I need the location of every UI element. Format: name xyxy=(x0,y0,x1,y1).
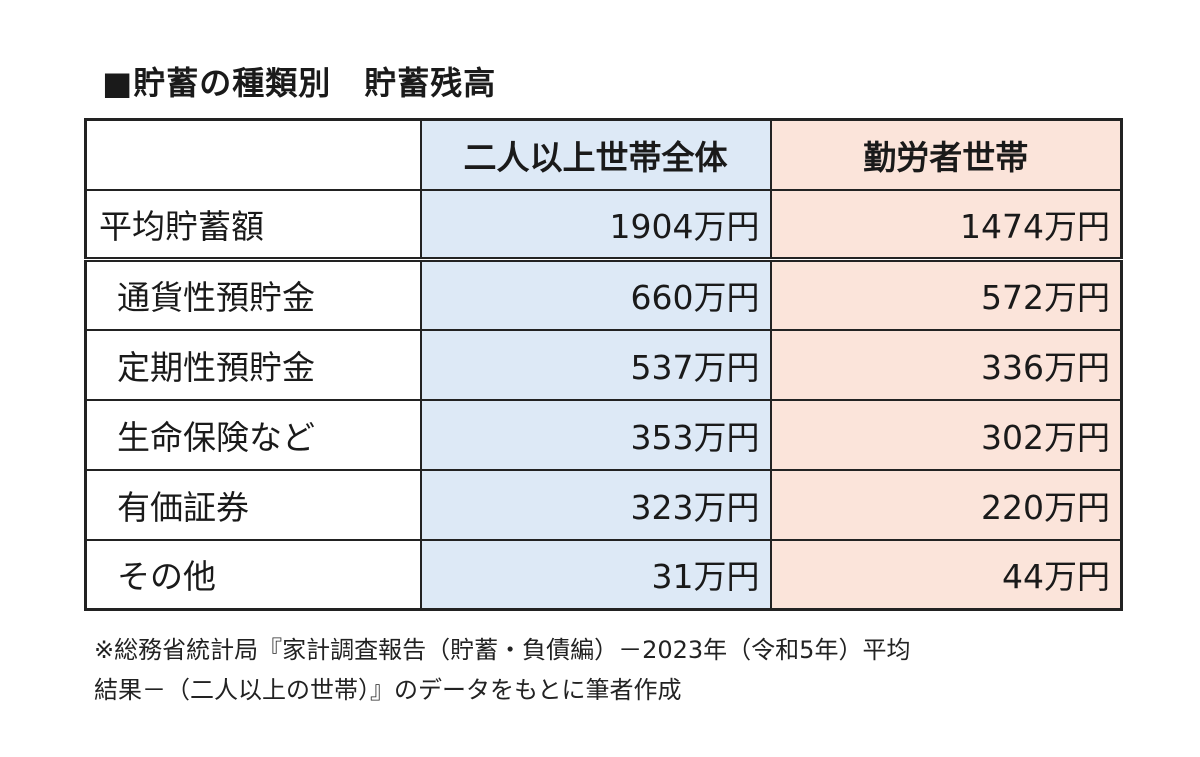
savings-table: 二人以上世帯全体 勤労者世帯 平均貯蓄額 1904万円 1474万円 通貨性預貯… xyxy=(84,118,1123,611)
row-worker-households: 44万円 xyxy=(769,538,1123,611)
source-note-line: 結果－（二人以上の世帯）』のデータをもとに筆者作成 xyxy=(94,676,682,704)
table-row: 通貨性預貯金 660万円 572万円 xyxy=(84,258,1123,331)
header-row: 二人以上世帯全体 勤労者世帯 xyxy=(84,118,1123,191)
header-all-households: 二人以上世帯全体 xyxy=(419,118,772,191)
row-all-households: 353万円 xyxy=(419,398,772,471)
table-row: その他 31万円 44万円 xyxy=(84,538,1123,611)
row-worker-households: 572万円 xyxy=(769,258,1123,331)
row-all-households: 660万円 xyxy=(419,258,772,331)
total-all-households: 1904万円 xyxy=(419,188,772,262)
row-label: 生命保険など xyxy=(84,398,422,471)
table-row: 生命保険など 353万円 302万円 xyxy=(84,398,1123,471)
row-all-households: 537万円 xyxy=(419,328,772,401)
row-worker-households: 302万円 xyxy=(769,398,1123,471)
header-empty-cell xyxy=(84,118,422,191)
table-row: 定期性預貯金 537万円 336万円 xyxy=(84,328,1123,401)
row-worker-households: 220万円 xyxy=(769,468,1123,541)
chart-title: ■貯蓄の種類別 貯蓄残高 xyxy=(102,64,497,102)
total-row: 平均貯蓄額 1904万円 1474万円 xyxy=(84,188,1123,262)
source-note-line: ※総務省統計局『家計調査報告（貯蓄・負債編）－2023年（令和5年）平均 xyxy=(94,636,911,664)
row-label: 通貨性預貯金 xyxy=(84,258,422,331)
header-worker-households: 勤労者世帯 xyxy=(769,118,1123,191)
row-worker-households: 336万円 xyxy=(769,328,1123,401)
row-label: 定期性預貯金 xyxy=(84,328,422,401)
total-label: 平均貯蓄額 xyxy=(84,188,422,262)
table-row: 有価証券 323万円 220万円 xyxy=(84,468,1123,541)
row-label: その他 xyxy=(84,538,422,611)
row-all-households: 323万円 xyxy=(419,468,772,541)
total-worker-households: 1474万円 xyxy=(769,188,1123,262)
source-note: ※総務省統計局『家計調査報告（貯蓄・負債編）－2023年（令和5年）平均 結果－… xyxy=(94,630,1144,710)
row-label: 有価証券 xyxy=(84,468,422,541)
row-all-households: 31万円 xyxy=(419,538,772,611)
